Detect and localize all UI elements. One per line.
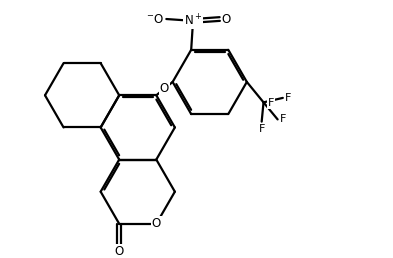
Text: O: O bbox=[222, 13, 231, 26]
Text: O: O bbox=[115, 245, 124, 258]
Text: F: F bbox=[259, 124, 265, 134]
Text: F: F bbox=[280, 114, 286, 124]
Text: O: O bbox=[160, 82, 169, 95]
Text: N$^+$: N$^+$ bbox=[184, 13, 202, 29]
Text: F: F bbox=[268, 98, 274, 108]
Text: $^{-}$O: $^{-}$O bbox=[146, 13, 164, 26]
Text: F: F bbox=[285, 93, 291, 103]
Text: O: O bbox=[152, 217, 161, 230]
